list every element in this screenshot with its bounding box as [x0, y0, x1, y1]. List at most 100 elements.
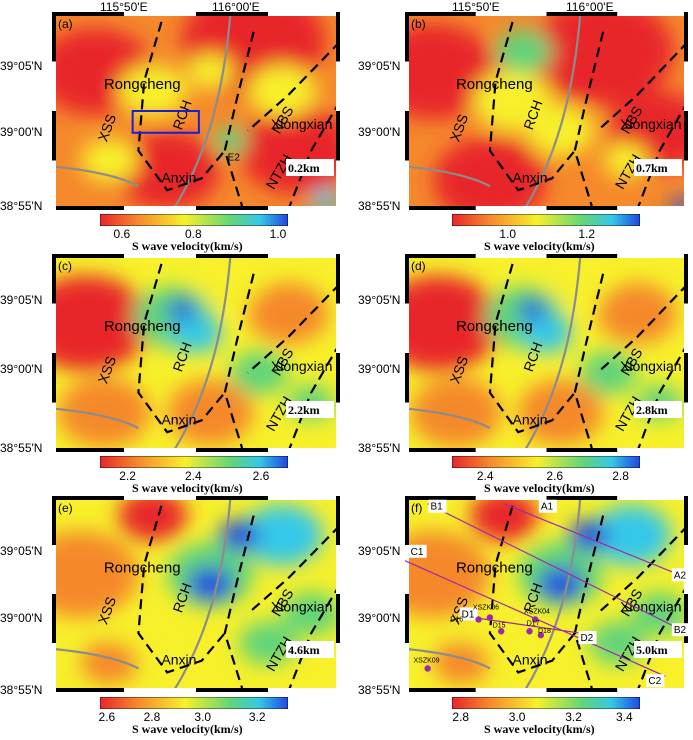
- profile-a: [503, 503, 688, 579]
- label-profile-d1: D1: [462, 610, 475, 621]
- station-xszk04-marker: [531, 616, 539, 623]
- label-rongcheng: Rongcheng: [456, 559, 533, 576]
- colorbar-gradient: [452, 697, 640, 709]
- frame-tick: [52, 594, 56, 643]
- label-profile-b2: B2: [674, 625, 687, 636]
- frame-tick: [546, 496, 618, 500]
- frame-tick: [268, 206, 340, 210]
- frame-tick: [475, 688, 547, 692]
- frame-tick: [546, 12, 618, 16]
- study-area-box: [131, 110, 200, 134]
- frame-tick: [475, 206, 547, 210]
- frame-tick: [475, 496, 547, 500]
- lat-label-f2: 39°00'N: [358, 611, 401, 625]
- colorbar-e-tick-0: 2.6: [98, 710, 116, 724]
- colorbar-e: [100, 697, 288, 709]
- label-rongcheng: Rongcheng: [104, 318, 181, 335]
- frame-tick: [268, 448, 340, 452]
- colorbar-c-tick-0: 2.2: [119, 469, 136, 483]
- station-d18-label: D18: [538, 628, 551, 635]
- frame-tick: [336, 496, 340, 545]
- frame-tick: [405, 12, 409, 62]
- colorbar-f: [452, 697, 640, 709]
- colorbar-f-tick-3: 3.4: [615, 710, 633, 724]
- colorbar-gradient: [452, 214, 640, 226]
- frame-tick: [124, 448, 196, 452]
- velocity-anomaly-5: [495, 29, 553, 74]
- panel-tag: (c): [58, 259, 72, 273]
- label-xiongxian: Xiongxian: [271, 599, 333, 615]
- velocity-anomaly-0: [52, 531, 139, 618]
- frame-tick: [405, 448, 476, 452]
- frame-tick: [268, 496, 340, 500]
- frame-tick: [405, 643, 409, 692]
- river-line-west: [405, 407, 491, 430]
- velocity-anomaly-3: [433, 136, 547, 210]
- frame-tick: [52, 12, 56, 62]
- depth-label: 4.6km: [288, 643, 320, 657]
- fault-rch-east: [573, 273, 605, 449]
- frame-tick: [124, 12, 196, 16]
- colorbar-e-tick-3: 3.2: [248, 710, 266, 724]
- frame-tick: [52, 206, 124, 210]
- velocity-anomaly-7: [230, 351, 289, 395]
- fault-nbs: [247, 524, 340, 615]
- frame-tick: [124, 206, 196, 210]
- fault-ntzh: [287, 342, 340, 452]
- colorbar-b-tick-0: 1.0: [499, 227, 517, 241]
- frame-tick: [52, 254, 124, 258]
- river-line: [522, 12, 582, 210]
- lat-label-c1: 39°05'N: [0, 293, 43, 307]
- frame-tick: [405, 496, 409, 545]
- lat-label-c2: 39°00'N: [0, 362, 43, 376]
- frame-tick: [336, 303, 340, 353]
- station-d18-marker: [537, 631, 545, 639]
- colorbar-a: [100, 214, 288, 226]
- velocity-anomaly-8: [588, 621, 646, 665]
- frame-tick: [196, 206, 268, 210]
- frame-tick: [617, 206, 688, 210]
- label-profile-d2-bg: [578, 631, 597, 645]
- label-profile-a2: A2: [674, 570, 687, 581]
- velocity-anomaly-1: [118, 496, 188, 542]
- velocity-anomaly-7: [580, 351, 638, 395]
- frame-tick: [52, 12, 124, 16]
- fault-rch-east: [223, 273, 255, 449]
- label-profile-d2: D2: [580, 633, 593, 644]
- lat-label-e1: 39°05'N: [0, 544, 43, 558]
- label-e2: E2: [228, 153, 241, 164]
- frame-tick: [52, 303, 56, 353]
- frame-tick: [336, 61, 340, 111]
- frame-tick: [405, 303, 409, 353]
- frame-tick: [684, 303, 688, 353]
- velocity-anomaly-5: [521, 313, 572, 353]
- fault-nbs: [596, 282, 688, 374]
- colorbar-d-tick-0: 2.4: [476, 469, 494, 483]
- frame-tick: [196, 448, 268, 452]
- lat-label-c3: 38°55'N: [0, 441, 43, 455]
- label-rongcheng: Rongcheng: [104, 559, 181, 576]
- panel-tag: (b): [411, 17, 426, 31]
- frame-tick: [196, 254, 268, 258]
- label-profile-b1-bg: [428, 499, 447, 513]
- label-profile-d1-bg: [459, 607, 478, 621]
- frame-tick: [405, 353, 409, 403]
- fault-rch-east: [573, 515, 605, 689]
- velocity-anomaly-5: [170, 313, 222, 353]
- station-d15-marker: [498, 628, 505, 635]
- colorbar-e-tick-2: 3.0: [194, 710, 212, 724]
- profile-b: [427, 503, 688, 634]
- velocity-anomaly-0: [405, 23, 496, 120]
- depth-label: 0.7km: [636, 161, 668, 175]
- velocity-anomaly-1: [532, 12, 674, 107]
- frame-tick: [405, 12, 476, 16]
- river-line-west: [52, 647, 139, 670]
- colorbar-gradient: [100, 456, 288, 468]
- depth-box: [286, 641, 334, 658]
- fault-ntzh: [287, 100, 340, 210]
- river-line: [522, 254, 582, 452]
- colorbar-b-title: S wave velocity(km/s): [484, 239, 595, 253]
